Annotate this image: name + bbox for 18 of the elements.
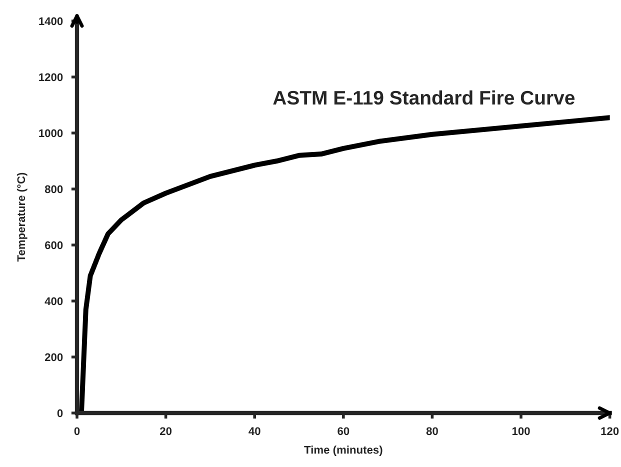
x-tick-label: 80 [426,427,438,436]
y-tick-label: 0 [57,409,63,418]
x-tick-label: 40 [248,427,260,436]
x-tick-label: 0 [74,427,80,436]
y-tick-label: 800 [44,185,63,194]
x-tick-label: 60 [338,427,350,436]
y-tick-label: 600 [44,241,63,250]
y-tick-label: 1400 [39,17,63,26]
y-tick-label: 400 [44,297,63,306]
y-axis-title: Temperature (°C) [16,172,28,262]
x-tick-label: 120 [601,427,619,436]
y-tick-label: 1000 [39,129,63,138]
y-tick-label: 200 [44,353,63,362]
y-tick-label: 1200 [39,73,63,82]
x-tick-label: 100 [512,427,530,436]
text: ASTM E-119 Standard Fire Curve [273,90,575,105]
x-tick-label: 20 [160,427,172,436]
x-axis-title: Time (minutes) [304,446,382,456]
